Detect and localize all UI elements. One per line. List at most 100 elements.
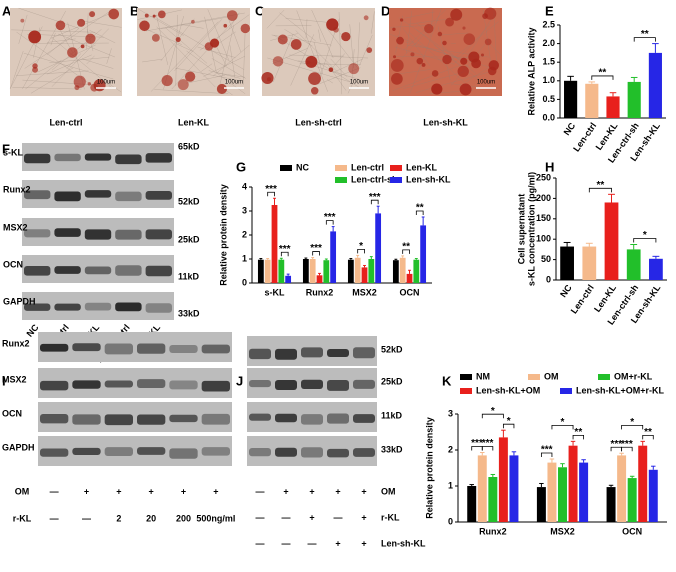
- treatment-cell: —: [256, 512, 265, 522]
- y-tick-label: 0.5: [542, 94, 555, 104]
- significance-label: *: [359, 241, 363, 252]
- scale-label: 100um: [477, 80, 495, 86]
- nodule: [442, 40, 447, 46]
- nodule: [445, 17, 454, 27]
- nodule: [20, 18, 25, 23]
- bar: [509, 455, 519, 522]
- nodule: [240, 23, 251, 34]
- micrograph-caption: Len-ctrl: [49, 117, 82, 127]
- fiber: [176, 43, 194, 52]
- band: [24, 266, 51, 276]
- band: [327, 413, 349, 424]
- nodule: [144, 13, 149, 18]
- nodule: [32, 63, 38, 69]
- significance-bracket: [621, 446, 633, 452]
- bar: [323, 260, 330, 283]
- y-tick-label: 0: [242, 277, 247, 287]
- panel-label: H: [545, 159, 554, 174]
- fiber: [415, 70, 494, 93]
- treatment-cell: 500ng/ml: [196, 513, 235, 523]
- fiber: [357, 22, 360, 66]
- bar: [399, 257, 406, 283]
- bar: [560, 246, 574, 280]
- band: [40, 414, 69, 424]
- panel-label: K: [442, 373, 452, 388]
- fiber: [143, 28, 182, 45]
- y-tick-label: 4: [242, 181, 247, 191]
- y-tick-label: 2: [448, 444, 453, 454]
- x-tick-label: OCN: [400, 287, 420, 297]
- band: [201, 380, 230, 392]
- panel-label: F: [2, 141, 10, 156]
- legend-label: Len-sh-KL+OM: [476, 385, 540, 395]
- fiber: [25, 60, 62, 90]
- band: [40, 343, 69, 352]
- row-label: Runx2: [3, 184, 31, 194]
- legend-swatch: [335, 177, 347, 183]
- fiber: [392, 56, 475, 58]
- bar: [617, 455, 627, 522]
- band: [115, 302, 142, 312]
- fiber: [23, 52, 114, 80]
- fiber: [493, 8, 497, 67]
- band: [201, 413, 230, 425]
- bar: [648, 52, 662, 118]
- bar: [606, 96, 620, 118]
- nodule: [437, 31, 443, 37]
- bar: [582, 246, 597, 280]
- significance-label: ***: [621, 439, 633, 450]
- nodule: [482, 13, 488, 19]
- fiber: [332, 58, 363, 73]
- fiber: [465, 66, 490, 83]
- band: [327, 448, 349, 458]
- bar: [627, 478, 637, 522]
- nodule: [175, 37, 181, 43]
- legend-label: OM: [544, 371, 559, 381]
- significance-label: **: [597, 180, 605, 191]
- fiber: [137, 8, 184, 36]
- significance-bracket: [633, 238, 657, 243]
- fiber: [416, 22, 431, 37]
- band: [249, 348, 271, 360]
- bar: [302, 259, 309, 283]
- fiber: [156, 18, 245, 70]
- significance-bracket: [415, 210, 424, 215]
- bar: [375, 213, 382, 283]
- fiber: [30, 67, 74, 94]
- bar: [604, 202, 619, 280]
- band: [169, 344, 198, 354]
- treatment-cell: —: [82, 513, 91, 523]
- nodule: [28, 30, 42, 44]
- band: [24, 153, 51, 164]
- band: [301, 379, 323, 389]
- significance-label: ***: [541, 445, 553, 456]
- nodule: [480, 53, 484, 57]
- band: [301, 347, 323, 358]
- treatment-cell: —: [256, 538, 265, 548]
- bar: [368, 259, 375, 283]
- legend-swatch: [390, 165, 402, 171]
- nodule: [157, 10, 166, 19]
- fiber: [18, 14, 28, 44]
- band: [72, 343, 101, 352]
- treatment-cell: —: [282, 538, 291, 548]
- nodule: [32, 66, 39, 73]
- legend-label: Len-KL: [406, 162, 437, 172]
- nodule: [431, 70, 439, 77]
- fiber: [207, 9, 229, 61]
- significance-bracket: [572, 434, 585, 440]
- bar: [354, 257, 361, 283]
- band: [40, 380, 69, 391]
- fiber: [290, 34, 315, 86]
- significance-label: *: [630, 417, 634, 428]
- y-tick-label: 0.0: [542, 112, 555, 122]
- size-label: 11kD: [381, 410, 403, 420]
- band: [301, 447, 323, 458]
- y-tick-label: 1.0: [542, 75, 555, 85]
- band: [84, 266, 112, 275]
- size-label: 65kD: [178, 141, 200, 151]
- nodule: [89, 11, 96, 18]
- fiber: [313, 41, 324, 75]
- x-tick-label: s-KL: [265, 287, 286, 297]
- significance-bracket: [267, 191, 275, 197]
